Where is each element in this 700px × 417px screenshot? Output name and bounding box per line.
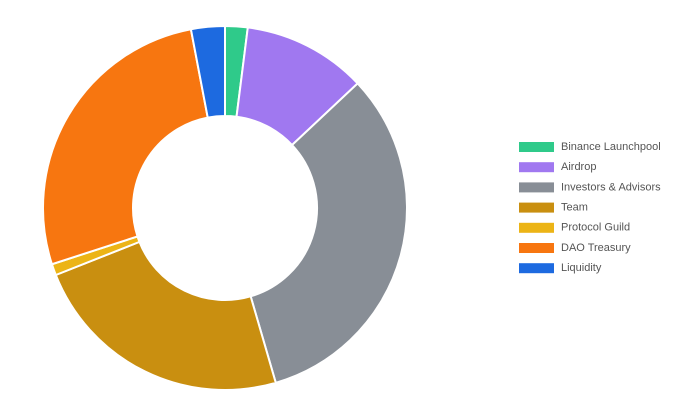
legend-swatch — [519, 162, 554, 173]
legend-label: Investors & Advisors — [561, 181, 661, 193]
legend-swatch — [519, 263, 554, 274]
legend-swatch — [519, 243, 554, 253]
legend-swatch — [519, 142, 554, 152]
legend-label: Binance Launchpool — [561, 141, 661, 153]
legend-swatch — [519, 222, 554, 233]
legend-label: Team — [561, 202, 588, 214]
slice — [189, 24, 226, 119]
slice — [54, 240, 278, 391]
legend-label: Protocol Guild — [561, 222, 630, 234]
legend-label: DAO Treasury — [561, 242, 631, 254]
legend-swatch — [519, 182, 554, 193]
legend-label: Airdrop — [561, 161, 596, 173]
legend-swatch — [519, 202, 554, 213]
legend-label: Liquidity — [561, 262, 602, 274]
slice — [249, 81, 408, 385]
slice — [42, 28, 209, 266]
